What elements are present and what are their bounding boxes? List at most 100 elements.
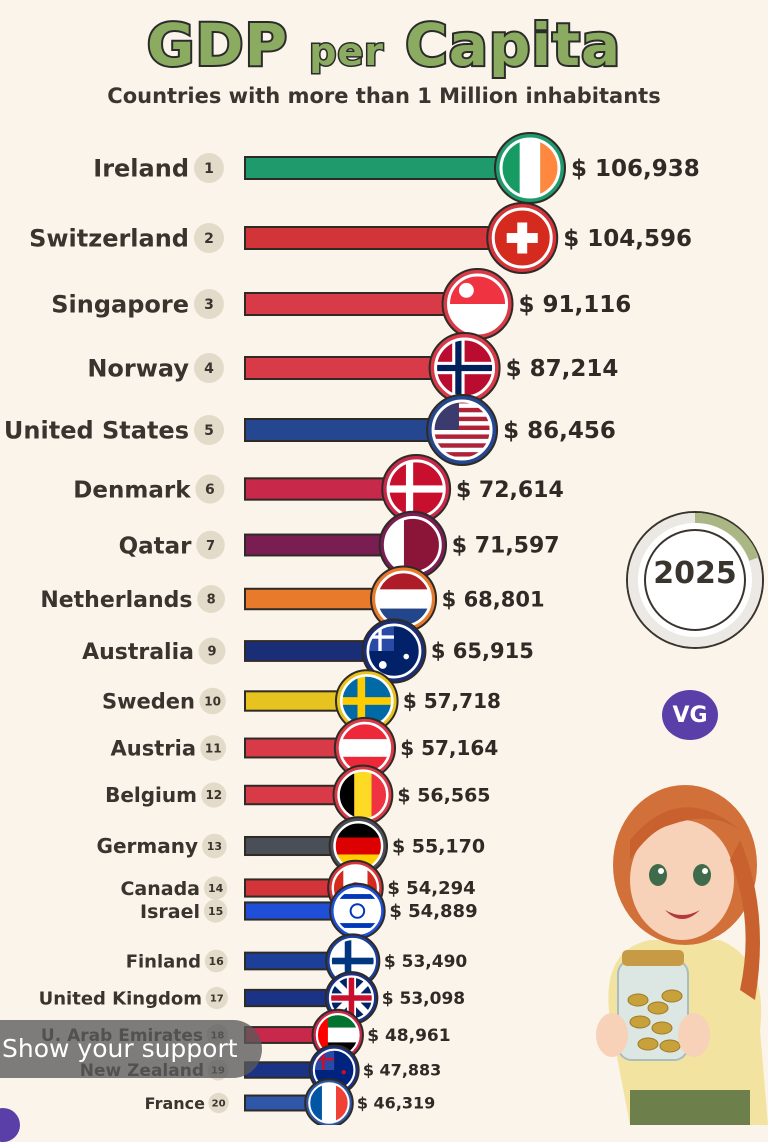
country-label: Israel	[140, 901, 200, 923]
country-label: Finland	[126, 951, 201, 972]
rank-label: 6	[205, 482, 215, 498]
rank-badge	[194, 353, 224, 383]
value-label: $ 72,614	[456, 478, 564, 503]
country-label: United Kingdom	[39, 988, 202, 1009]
value-label: $ 106,938	[571, 156, 700, 182]
bar-row-france: France 20 $ 46,319	[145, 1078, 435, 1125]
title-per: per	[308, 29, 385, 76]
rank-label: 7	[206, 539, 215, 554]
title-capita: Capita	[403, 9, 622, 81]
rank-label: 15	[208, 905, 223, 918]
country-label: Denmark	[73, 477, 191, 503]
rank-badge	[205, 986, 228, 1010]
value-label: $ 54,294	[387, 878, 475, 899]
rank-badge	[204, 949, 228, 973]
vg-logo-badge[interactable]: VG	[662, 690, 718, 740]
rank-label: 17	[210, 994, 224, 1005]
value-label: $ 57,718	[403, 689, 501, 713]
bar-row-ireland: Ireland 1 $ 106,938	[93, 132, 700, 204]
value-label: $ 46,319	[357, 1093, 435, 1112]
country-label: Qatar	[119, 533, 193, 559]
bar-row-denmark: Denmark 6 $ 72,614	[73, 454, 564, 524]
year-label: 2025	[653, 556, 737, 591]
rank-label: 3	[204, 297, 214, 313]
rank-badge	[202, 833, 227, 859]
rank-badge	[208, 1092, 229, 1114]
bar-row-finland: Finland 16 $ 53,490	[126, 933, 467, 989]
belgium-flag-icon	[332, 764, 394, 826]
country-label: Singapore	[51, 291, 189, 319]
singapore-flag-icon	[441, 268, 514, 340]
rank-label: 16	[209, 955, 225, 968]
rank-label: 20	[212, 1098, 226, 1109]
chart-subtitle: Countries with more than 1 Million inhab…	[107, 84, 661, 108]
value-label: $ 47,883	[363, 1061, 441, 1080]
value-label: $ 68,801	[442, 587, 545, 611]
bar-row-singapore: Singapore 3 $ 91,116	[51, 268, 632, 340]
rank-label: 11	[205, 741, 222, 755]
show-your-support-button[interactable]: Show your support	[0, 1020, 262, 1078]
australia-flag-icon	[361, 618, 427, 684]
bar-row-qatar: Qatar 7 $ 71,597	[119, 510, 560, 580]
rank-badge	[203, 876, 228, 900]
bar	[244, 226, 524, 250]
rank-badge	[203, 899, 228, 923]
value-label: $ 55,170	[392, 836, 485, 858]
value-label: $ 86,456	[503, 418, 616, 444]
value-label: $ 57,164	[400, 736, 498, 760]
rank-badge	[194, 223, 224, 253]
rank-label: 5	[204, 423, 214, 439]
country-label: France	[145, 1094, 205, 1113]
rank-badge	[199, 687, 226, 715]
value-label: $ 54,889	[389, 901, 477, 922]
bar-row-sweden: Sweden 10 $ 57,718	[102, 669, 501, 733]
qatar-flag-icon	[378, 510, 448, 580]
bar-row-united-states: United States 5 $ 86,456	[4, 394, 616, 466]
rank-badge	[194, 415, 224, 445]
chart-title: GDP per Capita	[0, 6, 768, 91]
value-label: $ 104,596	[563, 226, 692, 252]
rank-label: 14	[208, 882, 224, 895]
country-label: Norway	[87, 355, 189, 383]
country-label: Austria	[111, 737, 196, 761]
israel-flag-icon	[329, 882, 386, 940]
rank-badge	[195, 474, 225, 504]
value-label: $ 53,098	[382, 989, 465, 1009]
rank-label: 1	[204, 161, 214, 177]
value-label: $ 65,915	[431, 639, 534, 663]
country-label: Netherlands	[40, 588, 192, 613]
rank-badge	[197, 585, 226, 613]
country-label: Switzerland	[29, 225, 189, 253]
bar-row-netherlands: Netherlands 8 $ 68,801	[40, 565, 545, 633]
rank-badge	[194, 153, 224, 183]
bar	[244, 156, 531, 180]
bar-row-germany: Germany 13 $ 55,170	[97, 816, 485, 876]
year-progress-ring	[626, 511, 764, 649]
rank-badge	[201, 782, 227, 808]
girl-with-coin-jar-illustration	[596, 785, 768, 1125]
value-label: $ 91,116	[519, 292, 632, 318]
value-label: $ 48,961	[367, 1026, 450, 1046]
norway-flag-icon	[428, 332, 501, 404]
rank-label: 13	[207, 840, 222, 853]
country-label: Australia	[82, 640, 194, 665]
rank-badge	[200, 735, 227, 761]
country-label: Ireland	[93, 155, 189, 183]
rank-badge	[194, 289, 224, 319]
country-label: Sweden	[102, 690, 195, 714]
bar-row-norway: Norway 4 $ 87,214	[87, 332, 619, 404]
switzerland-flag-icon	[486, 202, 559, 274]
country-label: United States	[4, 417, 189, 445]
france-flag-icon	[304, 1078, 354, 1125]
bar-row-united-kingdom: United Kingdom 17 $ 53,098	[39, 971, 465, 1025]
country-label: Belgium	[105, 783, 197, 807]
bar-row-belgium: Belgium 12 $ 56,565	[105, 764, 491, 826]
value-label: $ 56,565	[397, 785, 490, 807]
usa-flag-icon	[426, 394, 499, 466]
rank-label: 8	[207, 593, 216, 608]
bar-row-australia: Australia 9 $ 65,915	[82, 618, 534, 684]
rank-label: 12	[205, 788, 222, 802]
bar-row-israel: Israel 15 $ 54,889	[140, 882, 478, 940]
value-label: $ 87,214	[506, 356, 619, 382]
